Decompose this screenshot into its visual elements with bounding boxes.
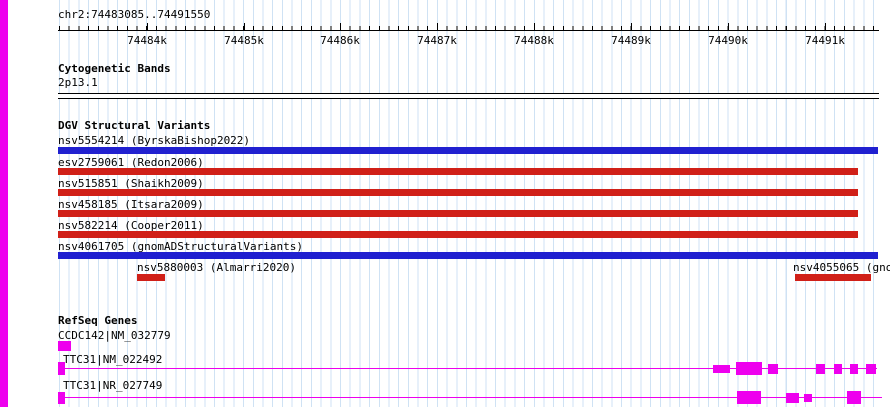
variant-label: nsv4055065 (gnom [793, 261, 890, 274]
ruler-tick-label: 74486k [320, 34, 360, 47]
gridlines [59, 0, 879, 407]
gene-exon[interactable] [850, 364, 858, 374]
gene-exon[interactable] [816, 364, 825, 374]
gene-intron-line [58, 397, 882, 398]
ruler-major-tick [728, 23, 729, 30]
variant-label: nsv515851 (Shaikh2009) [58, 177, 204, 190]
gene-exon[interactable] [58, 392, 65, 404]
variant-label: esv2759061 (Redon2006) [58, 156, 204, 169]
ruler-line [58, 30, 879, 31]
cytoband-label: 2p13.1 [58, 76, 98, 89]
gene-exon[interactable] [866, 364, 876, 374]
variant-bar[interactable] [58, 231, 858, 238]
left-edge-highlight [0, 0, 8, 407]
variant-label: nsv582214 (Cooper2011) [58, 219, 204, 232]
gene-exon[interactable] [847, 391, 861, 404]
ruler-major-tick [244, 23, 245, 30]
variant-bar[interactable] [795, 274, 871, 281]
ruler-major-tick [825, 23, 826, 30]
gene-label: TTC31|NR_027749 [63, 379, 163, 392]
variant-bar[interactable] [58, 210, 858, 217]
ruler-tick-label: 74490k [708, 34, 748, 47]
section-title-dgv: DGV Structural Variants [58, 119, 211, 132]
ruler-major-tick [631, 23, 632, 30]
variant-bar[interactable] [58, 168, 858, 175]
ruler-major-tick [534, 23, 535, 30]
gene-label: TTC31|NM_022492 [63, 353, 163, 366]
gene-exon[interactable] [713, 365, 730, 373]
ruler-tick-label: 74485k [224, 34, 264, 47]
ruler-minor-ticks [59, 26, 880, 30]
gene-exon[interactable] [736, 362, 762, 375]
gene-exon[interactable] [834, 364, 842, 374]
variant-bar[interactable] [58, 252, 878, 259]
ruler-tick-label: 74491k [805, 34, 845, 47]
variant-label: nsv458185 (Itsara2009) [58, 198, 204, 211]
variant-label: nsv5554214 (ByrskaBishop2022) [58, 134, 251, 147]
gene-label: CCDC142|NM_032779 [58, 329, 171, 342]
ruler-major-tick [437, 23, 438, 30]
gene-exon[interactable] [786, 393, 799, 403]
gene-exon[interactable] [58, 341, 71, 351]
gene-intron-line [58, 368, 877, 369]
variant-bar[interactable] [137, 274, 165, 281]
variant-label: nsv5880003 (Almarri2020) [137, 261, 296, 274]
variant-bar[interactable] [58, 189, 858, 196]
cytoband-bar[interactable] [58, 93, 879, 99]
ruler-tick-label: 74489k [611, 34, 651, 47]
ruler-tick-label: 74484k [127, 34, 167, 47]
ruler-major-tick [147, 23, 148, 30]
section-title-cytobands: Cytogenetic Bands [58, 62, 171, 75]
variant-bar[interactable] [58, 147, 878, 154]
section-title-refseq: RefSeq Genes [58, 314, 138, 327]
gene-exon[interactable] [804, 394, 812, 402]
ruler-tick-label: 74487k [417, 34, 457, 47]
gene-exon[interactable] [768, 364, 778, 374]
gene-exon[interactable] [737, 391, 761, 404]
ruler-tick-label: 74488k [514, 34, 554, 47]
gene-exon[interactable] [58, 362, 65, 375]
region-coordinates: chr2:74483085..74491550 [58, 8, 211, 21]
variant-label: nsv4061705 (gnomADStructuralVariants) [58, 240, 304, 253]
ruler-major-tick [340, 23, 341, 30]
